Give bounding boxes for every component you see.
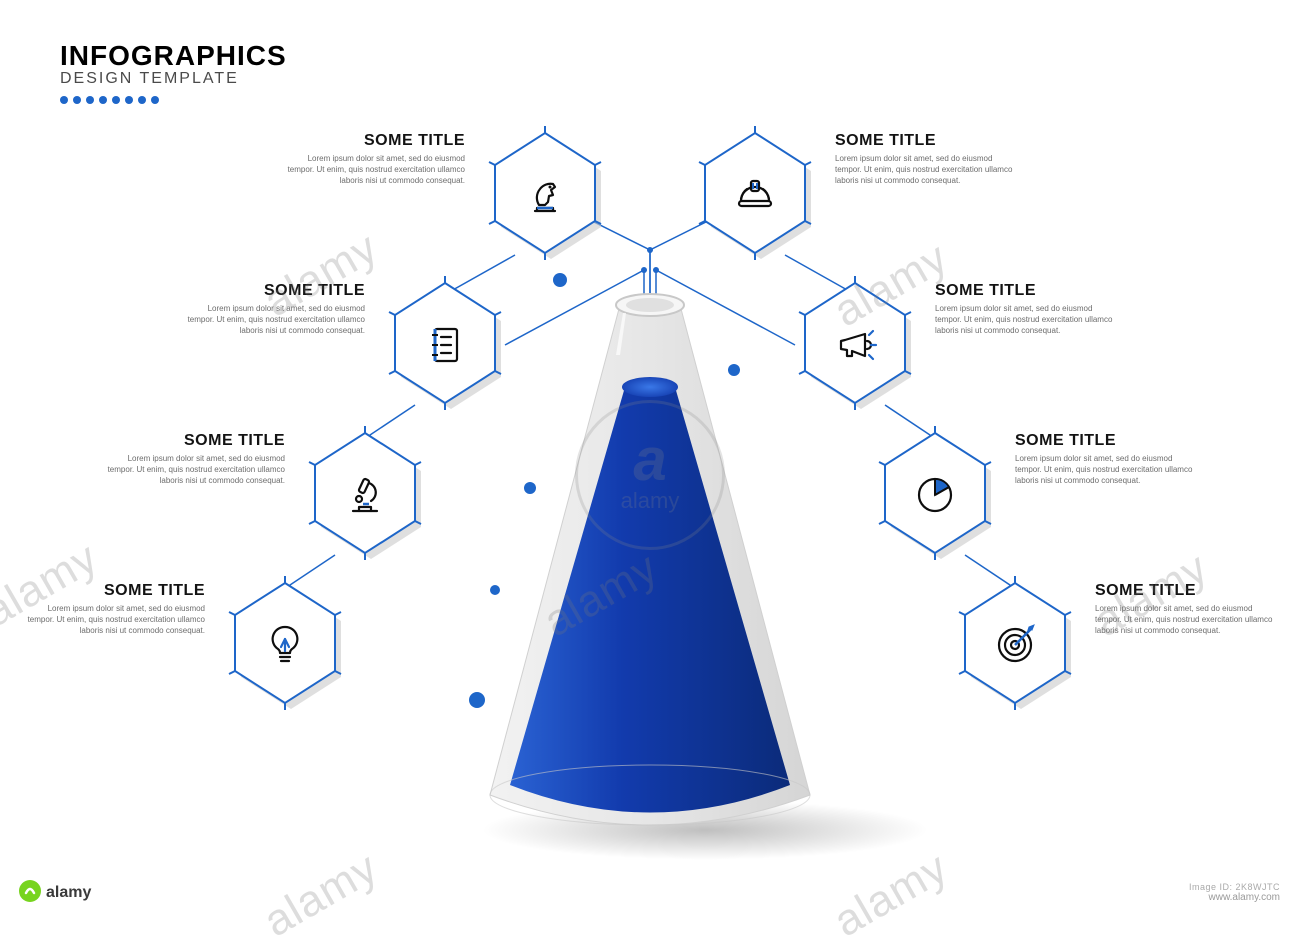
hex-node <box>300 430 430 560</box>
notebook-icon <box>421 321 469 369</box>
hex-node <box>690 130 820 260</box>
hex-node <box>220 580 350 710</box>
flask <box>470 295 830 835</box>
microscope-icon <box>341 471 389 519</box>
canvas: SOME TITLELorem ipsum dolor sit amet, se… <box>0 0 1300 911</box>
target-icon <box>991 621 1039 669</box>
helmet-icon <box>731 171 779 219</box>
lightbulb-icon <box>261 621 309 669</box>
megaphone-icon <box>831 321 879 369</box>
hex-node <box>790 280 920 410</box>
chess-icon <box>521 171 569 219</box>
hex-node <box>480 130 610 260</box>
hex-node <box>870 430 1000 560</box>
hex-node <box>950 580 1080 710</box>
piechart-icon <box>911 471 959 519</box>
hex-node <box>380 280 510 410</box>
